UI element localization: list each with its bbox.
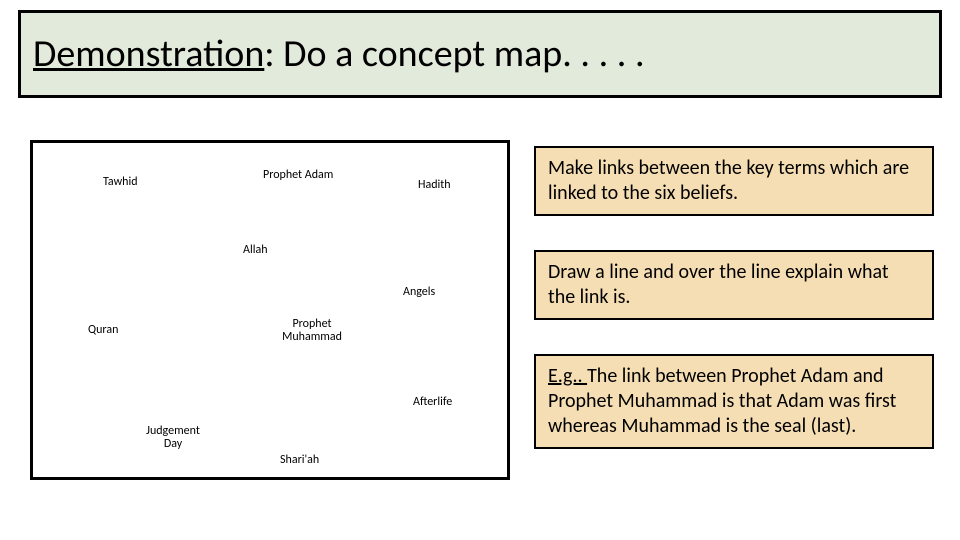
term-quran: Quran (88, 323, 118, 337)
term-afterlife: Afterlife (413, 395, 452, 409)
instruction-text-1: Make links between the key terms which a… (548, 156, 920, 206)
term-prophet-muhammad: ProphetMuhammad (272, 318, 352, 344)
instruction-text-2: Draw a line and over the line explain wh… (548, 260, 920, 310)
title-underlined: Demonstration (33, 31, 264, 77)
term-allah: Allah (243, 243, 268, 257)
instruction-box-1: Make links between the key terms which a… (534, 146, 934, 216)
term-shariah: Shari'ah (280, 453, 319, 467)
concept-map-box: Tawhid Prophet Adam Hadith Allah Angels … (30, 140, 510, 480)
instruction-box-2: Draw a line and over the line explain wh… (534, 250, 934, 320)
instruction-text-3-body: The link between Prophet Adam and Prophe… (548, 364, 896, 438)
term-prophet-adam: Prophet Adam (263, 168, 333, 182)
title-rest: : Do a concept map. . . . . (264, 31, 644, 77)
term-hadith: Hadith (418, 178, 451, 192)
instruction-box-3: E.g.. The link between Prophet Adam and … (534, 354, 934, 449)
term-angels: Angels (403, 285, 435, 299)
eg-label: E.g.. (548, 364, 587, 388)
instruction-text-3: E.g.. The link between Prophet Adam and … (548, 364, 920, 439)
title-box: Demonstration: Do a concept map. . . . . (18, 10, 942, 98)
term-judgement-day: JudgementDay (138, 425, 208, 451)
term-tawhid: Tawhid (103, 175, 138, 189)
